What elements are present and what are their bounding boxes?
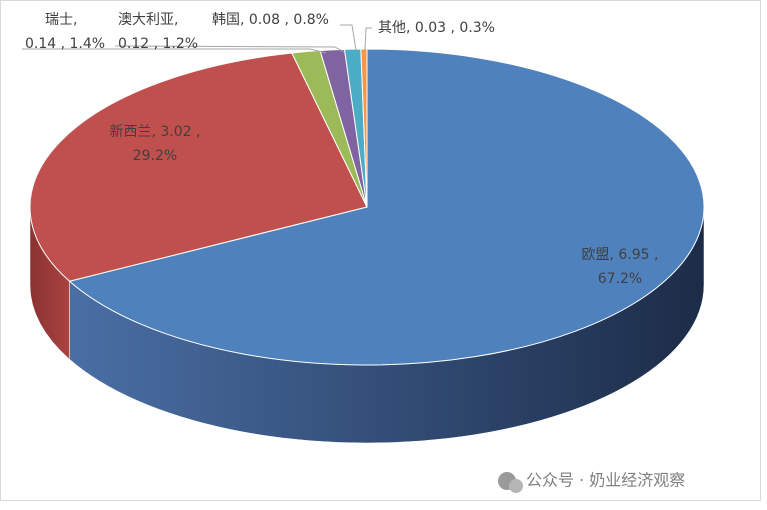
data-labels: 欧盟, 6.95 , 67.2% 新西兰, 3.02 , 29.2% 瑞士, 0.14 ,… xyxy=(25,12,658,287)
data-label: 0.14 , 1.4% xyxy=(25,36,105,52)
leader-lines xyxy=(22,24,372,54)
data-label: 韩国, 0.08 , 0.8% xyxy=(212,12,329,28)
data-label: 67.2% xyxy=(598,271,642,287)
pie-slice xyxy=(360,48,368,208)
data-label: 澳大利亚, xyxy=(118,12,178,28)
pie-slice xyxy=(29,52,368,282)
data-label: 欧盟, 6.95 , xyxy=(582,247,659,263)
data-label: 0.12 , 1.2% xyxy=(118,36,198,52)
watermark-group: 公众号 · 奶业经济观察 xyxy=(498,471,685,493)
data-label: 瑞士, xyxy=(45,12,77,28)
leader-line xyxy=(364,27,372,51)
leader-line xyxy=(340,24,357,51)
data-label: 其他, 0.03 , 0.3% xyxy=(378,20,495,36)
data-label: 新西兰, 3.02 , xyxy=(110,124,201,140)
pie-slice xyxy=(68,48,705,366)
pie-tops xyxy=(29,48,705,366)
data-label: 29.2% xyxy=(133,148,177,164)
leader-line xyxy=(114,45,345,53)
watermark: 公众号 · 奶业经济观察 xyxy=(526,471,685,490)
leader-line xyxy=(22,48,327,54)
watermark-icon xyxy=(509,479,523,493)
